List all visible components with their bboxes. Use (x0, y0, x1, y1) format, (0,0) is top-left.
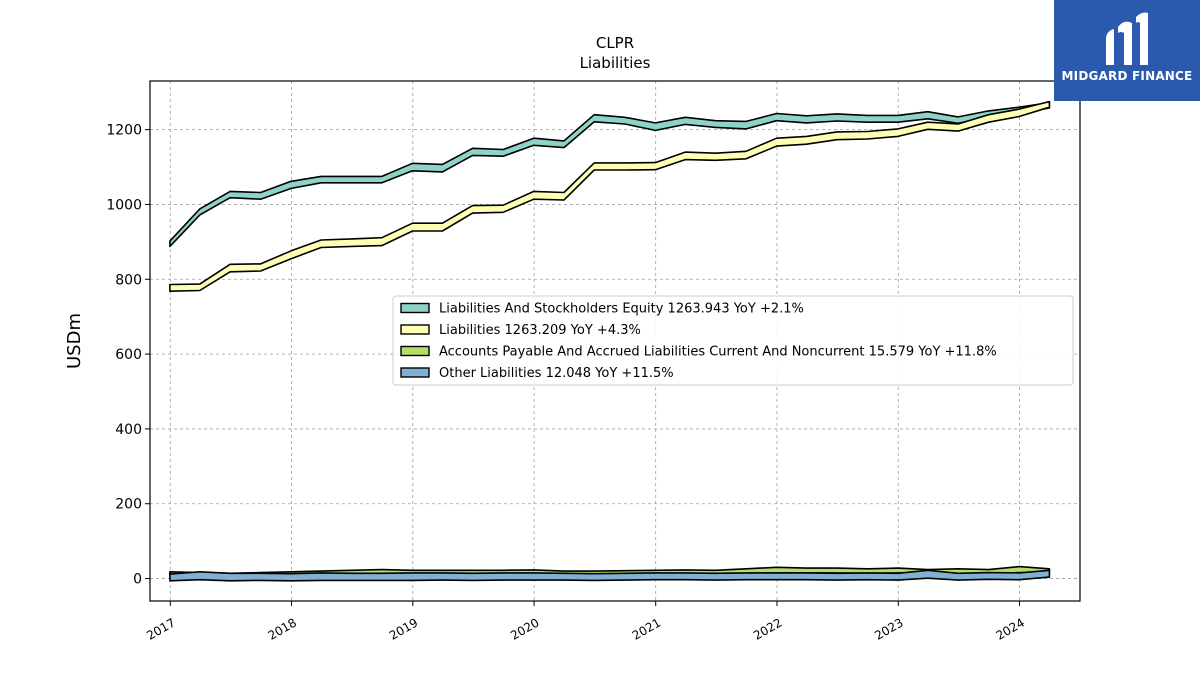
y-axis-ticks: 0 200 400 600 800 1000 1200 (106, 123, 150, 588)
x-tick-label: 2023 (872, 615, 905, 642)
plot-frame (149, 80, 1081, 602)
chart-subtitle: Liabilities (580, 54, 651, 72)
legend-swatch (400, 367, 430, 378)
x-tick-label: 2017 (144, 615, 177, 642)
legend-label: Other Liabilities 12.048 YoY +11.5% (439, 366, 674, 381)
y-tick-label: 600 (115, 347, 142, 363)
y-tick-label: 400 (115, 422, 142, 438)
legend-box (392, 295, 1074, 386)
x-tick-label: 2024 (994, 615, 1027, 642)
brand-logo: MIDGARD FINANCE (1054, 0, 1200, 101)
chart-title: CLPR (596, 34, 634, 52)
y-tick-label: 0 (133, 572, 142, 588)
x-axis-ticks: 2017 2018 2019 2020 2021 2022 2023 2024 (144, 601, 1027, 643)
x-tick-label: 2019 (387, 615, 420, 642)
y-tick-label: 800 (115, 272, 142, 288)
x-tick-label: 2020 (508, 615, 541, 642)
x-tick-label: 2021 (630, 615, 663, 642)
series-band-4 (169, 569, 1051, 582)
series-band-2 (169, 100, 1051, 292)
y-tick-label: 1000 (106, 197, 142, 213)
stylized-m-icon (1106, 12, 1148, 66)
legend-swatch (400, 345, 430, 357)
y-tick-label: 200 (115, 497, 142, 513)
series-bands (169, 100, 1051, 582)
y-tick-label: 1200 (106, 123, 142, 139)
x-tick-label: 2018 (266, 615, 299, 642)
legend-label: Liabilities 1263.209 YoY +4.3% (439, 323, 641, 338)
legend-label: Accounts Payable And Accrued Liabilities… (439, 345, 997, 360)
legend: Liabilities And Stockholders Equity 1263… (392, 295, 1074, 386)
x-tick-label: 2022 (751, 615, 784, 642)
y-axis-label: USDm (64, 313, 85, 369)
legend-swatch (400, 302, 430, 314)
legend-swatch (400, 324, 430, 335)
legend-label: Liabilities And Stockholders Equity 1263… (439, 302, 804, 317)
brand-name: MIDGARD FINANCE (1061, 69, 1193, 83)
